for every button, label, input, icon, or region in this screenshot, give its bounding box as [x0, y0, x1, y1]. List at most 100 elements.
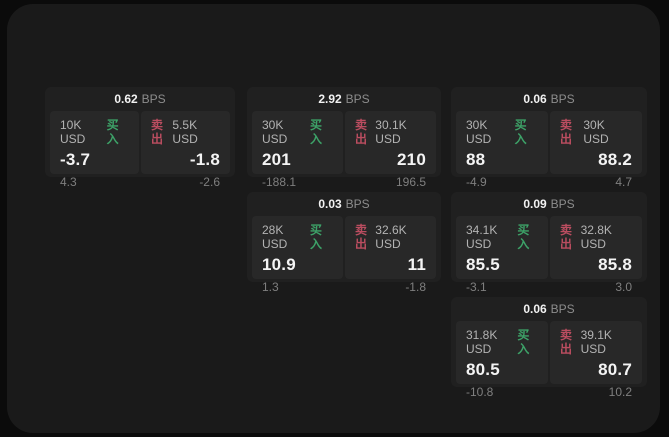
sell-amount: 30K USD [583, 118, 609, 146]
buy-amount: 28K USD [262, 223, 288, 251]
bps-value: 0.06 [523, 92, 547, 106]
buy-panel[interactable]: 31.8K USD 买入 80.5 -10.8 [456, 321, 548, 399]
bps-header: 2.92 BPS [247, 87, 441, 111]
quote-card-body: 28K USD 买入 10.9 1.3 卖出 32.6K USD 11 -1.8 [252, 216, 436, 294]
quote-card-grid: 0.62 BPS 10K USD 买入 -3.7 4.3 卖出 5.5K USD… [7, 4, 660, 433]
bps-value: 0.62 [114, 92, 138, 106]
bps-value: 0.09 [523, 197, 547, 211]
buy-panel[interactable]: 10K USD 买入 -3.7 4.3 [50, 111, 139, 189]
bps-unit-label: BPS [141, 92, 166, 106]
sell-amount: 32.8K USD [580, 223, 612, 251]
sell-panel-top: 卖出 30K USD [560, 118, 632, 146]
sell-panel-top: 卖出 5.5K USD [151, 118, 220, 146]
buy-price: 85.5 [466, 255, 500, 274]
sell-price: -1.8 [189, 150, 220, 169]
buy-panel-top: 10K USD 买入 [60, 118, 129, 146]
quote-card-body: 30K USD 买入 201 -188.1 卖出 30.1K USD 210 1… [252, 111, 436, 189]
buy-price: 88 [466, 150, 486, 169]
buy-price: 201 [262, 150, 291, 169]
quote-card: 0.09 BPS 34.1K USD 买入 85.5 -3.1 卖出 32.8K… [451, 192, 647, 294]
sell-panel-top: 卖出 39.1K USD [560, 328, 632, 356]
bps-header: 0.62 BPS [45, 87, 235, 111]
sell-price: 210 [397, 150, 426, 169]
buy-amount: 30K USD [466, 118, 492, 146]
bps-unit-label: BPS [550, 302, 575, 316]
buy-secondary-value: -3.1 [466, 280, 487, 294]
sell-panel-top: 卖出 30.1K USD [355, 118, 426, 146]
buy-panel[interactable]: 30K USD 买入 201 -188.1 [252, 111, 343, 189]
sell-amount: 39.1K USD [580, 328, 612, 356]
quote-card-body: 34.1K USD 买入 85.5 -3.1 卖出 32.8K USD 85.8… [456, 216, 642, 294]
sell-price: 11 [407, 255, 426, 274]
buy-amount: 30K USD [262, 118, 288, 146]
buy-side-label: 买入 [517, 223, 530, 251]
quote-card: 2.92 BPS 30K USD 买入 201 -188.1 卖出 30.1K … [247, 87, 441, 189]
buy-side-label: 买入 [106, 118, 119, 146]
buy-panel-top: 30K USD 买入 [466, 118, 538, 146]
bps-unit-label: BPS [550, 92, 575, 106]
sell-price: 85.8 [598, 255, 632, 274]
buy-side-label: 买入 [514, 118, 527, 146]
bps-header: 0.03 BPS [247, 192, 441, 216]
sell-side-label: 卖出 [560, 223, 573, 251]
bps-unit-label: BPS [345, 92, 370, 106]
sell-panel[interactable]: 卖出 5.5K USD -1.8 -2.6 [141, 111, 230, 189]
sell-price: 88.2 [598, 150, 632, 169]
buy-secondary-value: -188.1 [262, 175, 297, 189]
sell-panel[interactable]: 卖出 30.1K USD 210 196.5 [345, 111, 436, 189]
bps-value: 0.03 [318, 197, 342, 211]
buy-panel-top: 30K USD 买入 [262, 118, 333, 146]
sell-side-label: 卖出 [355, 118, 368, 146]
sell-side-label: 卖出 [151, 118, 164, 146]
bps-unit-label: BPS [345, 197, 370, 211]
sell-secondary-value: -1.8 [405, 280, 426, 294]
sell-panel[interactable]: 卖出 32.6K USD 11 -1.8 [345, 216, 436, 294]
buy-amount: 31.8K USD [466, 328, 498, 356]
bps-header: 0.06 BPS [451, 297, 647, 321]
buy-side-label: 买入 [517, 328, 530, 356]
quote-card: 0.06 BPS 31.8K USD 买入 80.5 -10.8 卖出 39.1… [451, 297, 647, 399]
sell-secondary-value: 4.7 [615, 175, 632, 189]
sell-price: 80.7 [598, 360, 632, 379]
sell-amount: 30.1K USD [375, 118, 407, 146]
bps-header: 0.09 BPS [451, 192, 647, 216]
sell-amount: 5.5K USD [172, 118, 198, 146]
buy-panel[interactable]: 34.1K USD 买入 85.5 -3.1 [456, 216, 548, 294]
buy-price: 80.5 [466, 360, 500, 379]
quote-card: 0.03 BPS 28K USD 买入 10.9 1.3 卖出 32.6K US… [247, 192, 441, 294]
buy-panel-top: 28K USD 买入 [262, 223, 333, 251]
bps-value: 2.92 [318, 92, 342, 106]
buy-panel[interactable]: 28K USD 买入 10.9 1.3 [252, 216, 343, 294]
buy-secondary-value: -10.8 [466, 385, 494, 399]
sell-panel-top: 卖出 32.6K USD [355, 223, 426, 251]
sell-panel[interactable]: 卖出 39.1K USD 80.7 10.2 [550, 321, 642, 399]
quote-card-body: 10K USD 买入 -3.7 4.3 卖出 5.5K USD -1.8 -2.… [50, 111, 230, 189]
buy-secondary-value: 4.3 [60, 175, 77, 189]
sell-panel[interactable]: 卖出 32.8K USD 85.8 3.0 [550, 216, 642, 294]
buy-amount: 34.1K USD [466, 223, 498, 251]
quote-card: 0.62 BPS 10K USD 买入 -3.7 4.3 卖出 5.5K USD… [45, 87, 235, 189]
buy-price: -3.7 [60, 150, 91, 169]
quote-card-body: 30K USD 买入 88 -4.9 卖出 30K USD 88.2 4.7 [456, 111, 642, 189]
quote-card-body: 31.8K USD 买入 80.5 -10.8 卖出 39.1K USD 80.… [456, 321, 642, 399]
buy-amount: 10K USD [60, 118, 86, 146]
sell-panel-top: 卖出 32.8K USD [560, 223, 632, 251]
buy-price: 10.9 [262, 255, 296, 274]
sell-secondary-value: 196.5 [395, 175, 426, 189]
sell-side-label: 卖出 [560, 118, 573, 146]
sell-side-label: 卖出 [560, 328, 573, 356]
app-background-panel: 0.62 BPS 10K USD 买入 -3.7 4.3 卖出 5.5K USD… [7, 4, 660, 433]
buy-side-label: 买入 [309, 223, 322, 251]
buy-secondary-value: 1.3 [262, 280, 279, 294]
sell-secondary-value: 10.2 [608, 385, 632, 399]
sell-secondary-value: -2.6 [199, 175, 220, 189]
sell-panel[interactable]: 卖出 30K USD 88.2 4.7 [550, 111, 642, 189]
bps-value: 0.06 [523, 302, 547, 316]
sell-amount: 32.6K USD [375, 223, 407, 251]
buy-secondary-value: -4.9 [466, 175, 487, 189]
bps-unit-label: BPS [550, 197, 575, 211]
buy-panel-top: 34.1K USD 买入 [466, 223, 538, 251]
sell-secondary-value: 3.0 [615, 280, 632, 294]
buy-side-label: 买入 [309, 118, 322, 146]
buy-panel[interactable]: 30K USD 买入 88 -4.9 [456, 111, 548, 189]
